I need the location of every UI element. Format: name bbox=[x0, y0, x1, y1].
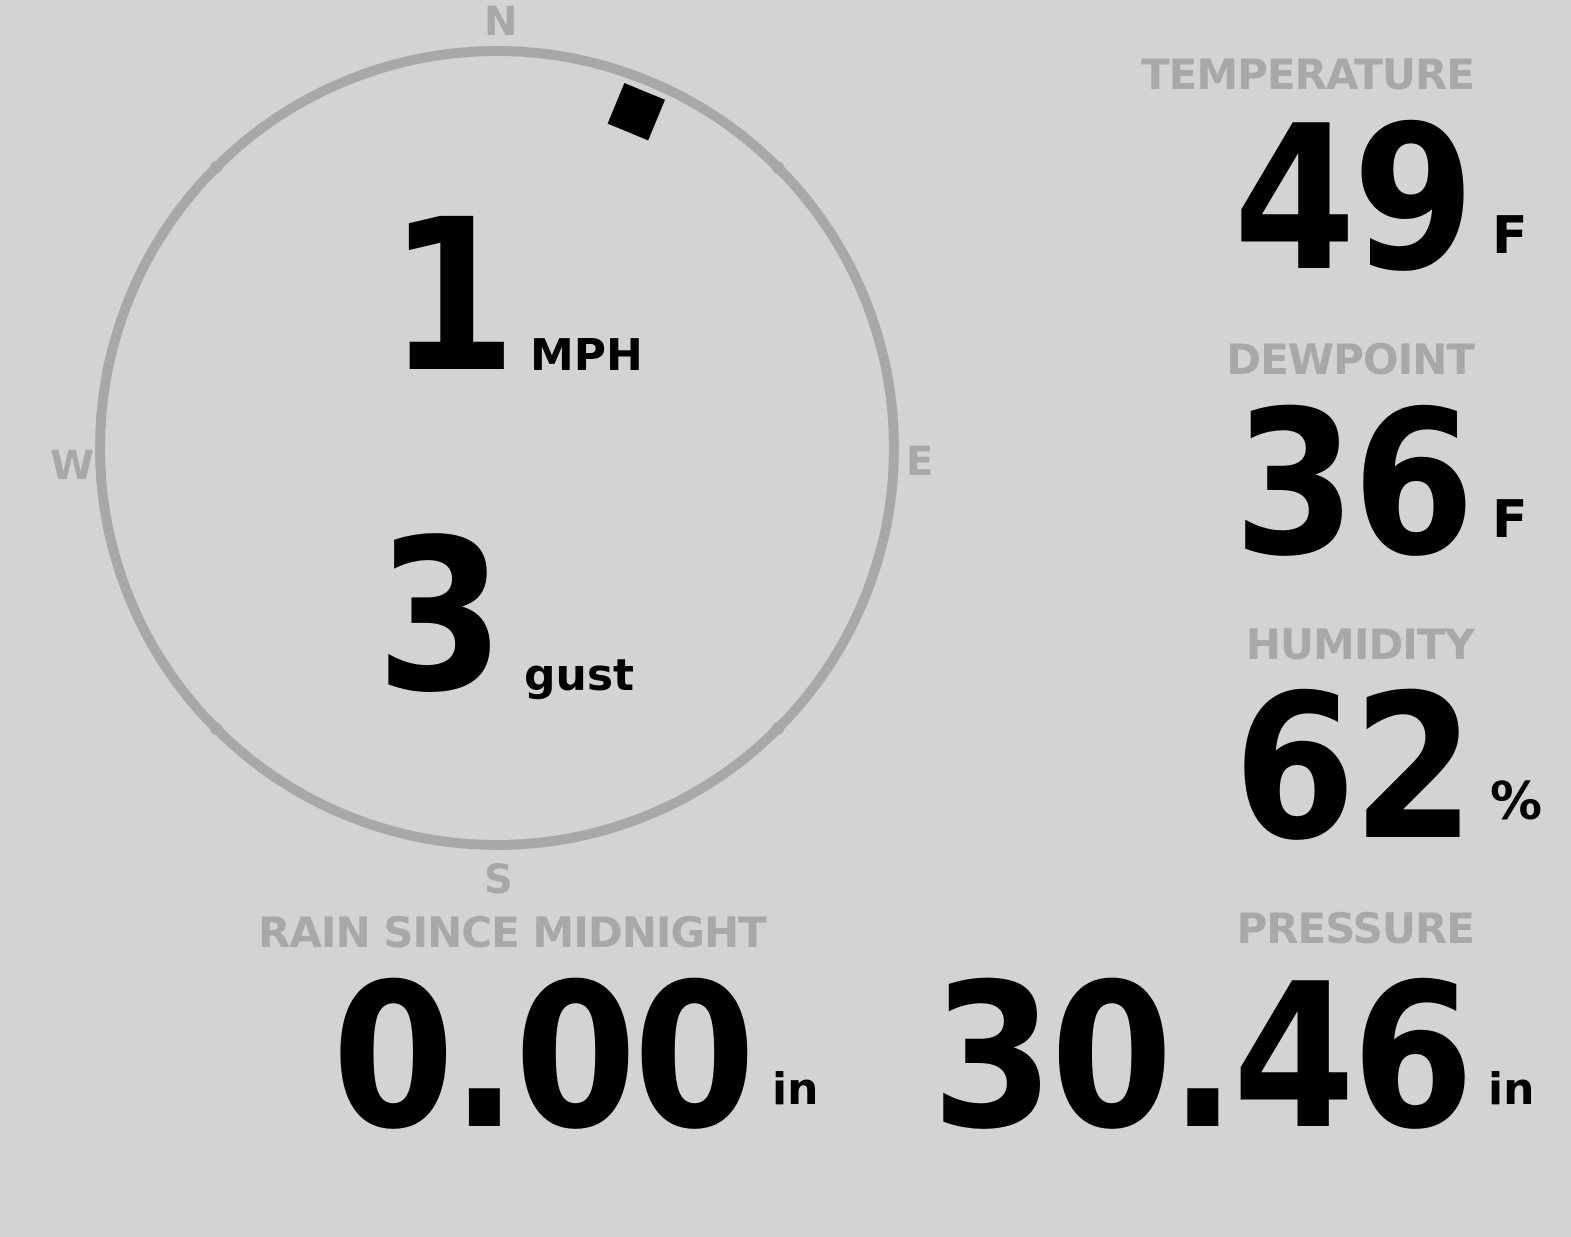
pressure-value: 30.46 bbox=[931, 941, 1475, 1174]
compass-ring bbox=[95, 46, 899, 850]
wind-gust-value: 3 bbox=[376, 494, 505, 739]
wind-direction-marker bbox=[607, 82, 666, 141]
compass-tick bbox=[771, 160, 785, 174]
wind-speed-unit: MPH bbox=[530, 330, 643, 381]
compass-tick bbox=[209, 160, 223, 174]
dewpoint-label: DEWPOINT bbox=[1226, 335, 1475, 384]
dewpoint-unit: F bbox=[1492, 490, 1528, 550]
compass-north: N bbox=[484, 0, 518, 45]
compass-south: S bbox=[484, 857, 513, 903]
temperature-value: 49 bbox=[1233, 83, 1474, 316]
rain-label: RAIN SINCE MIDNIGHT bbox=[258, 908, 767, 957]
humidity-value: 62 bbox=[1233, 652, 1474, 885]
humidity-unit: % bbox=[1490, 772, 1543, 832]
compass-west: W bbox=[50, 443, 95, 489]
compass-east: E bbox=[906, 439, 934, 485]
pressure-label: PRESSURE bbox=[1236, 904, 1475, 953]
wind-speed-value: 1 bbox=[388, 174, 517, 419]
temperature-label: TEMPERATURE bbox=[1141, 50, 1475, 99]
dewpoint-value: 36 bbox=[1233, 368, 1474, 601]
humidity-label: HUMIDITY bbox=[1245, 620, 1475, 669]
pressure-unit: in bbox=[1488, 1064, 1535, 1115]
compass-tick bbox=[209, 722, 223, 736]
compass-tick bbox=[771, 722, 785, 736]
temperature-unit: F bbox=[1492, 206, 1528, 266]
rain-value: 0.00 bbox=[332, 941, 756, 1174]
rain-unit: in bbox=[772, 1064, 819, 1115]
wind-gust-unit: gust bbox=[524, 650, 635, 701]
